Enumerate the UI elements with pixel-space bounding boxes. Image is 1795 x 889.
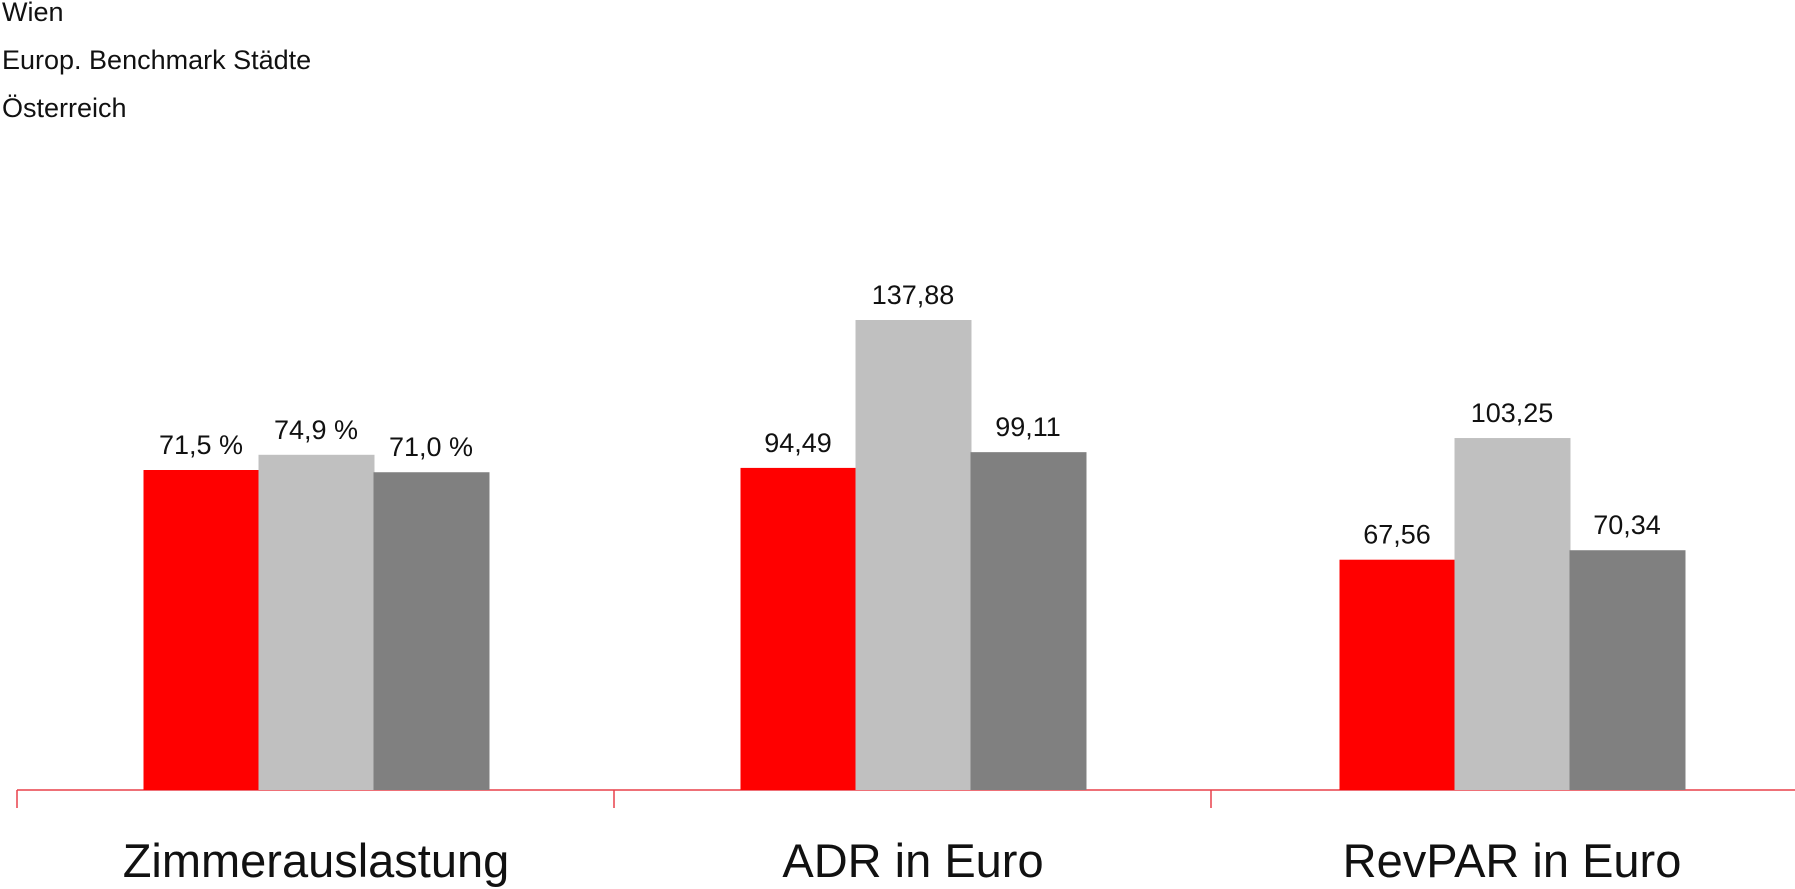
data-label: 103,25: [1471, 398, 1554, 428]
data-label: 67,56: [1363, 520, 1431, 550]
bar: [855, 320, 972, 790]
data-label: 71,5 %: [159, 430, 243, 460]
bar: [740, 467, 857, 790]
category-label: RevPAR in Euro: [1343, 834, 1682, 887]
data-label: 70,34: [1593, 510, 1661, 540]
chart-legend: Wien Europ. Benchmark Städte Österreich: [2, 0, 311, 132]
legend-item-oesterreich: Österreich: [2, 93, 127, 123]
category-label: ADR in Euro: [782, 834, 1043, 887]
bar: [1454, 438, 1571, 790]
category-label: Zimmerauslastung: [123, 834, 510, 887]
legend-item-europ-benchmark: Europ. Benchmark Städte: [2, 45, 312, 75]
data-label: 137,88: [872, 280, 955, 310]
bar: [1569, 550, 1686, 790]
data-label: 74,9 %: [274, 415, 358, 445]
bar: [373, 472, 490, 790]
data-label: 71,0 %: [389, 432, 473, 462]
data-label: 99,11: [995, 412, 1061, 442]
bar: [258, 454, 375, 790]
legend-item-wien: Wien: [2, 0, 64, 27]
bar: [1339, 559, 1456, 790]
bar: [143, 470, 260, 790]
data-label: 94,49: [764, 428, 832, 458]
bar: [970, 452, 1087, 790]
